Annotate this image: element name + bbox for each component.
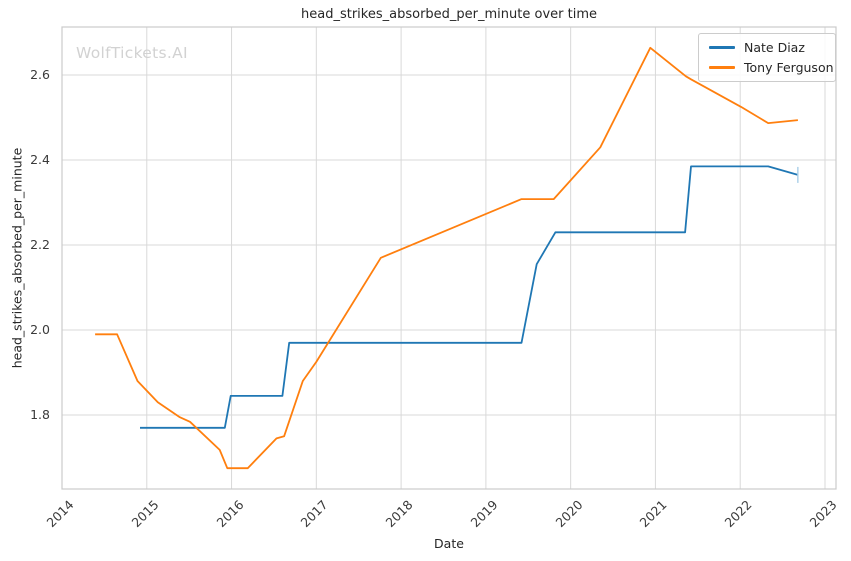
legend-item-nate-diaz: Nate Diaz — [707, 39, 827, 56]
chart-title: head_strikes_absorbed_per_minute over ti… — [301, 7, 597, 22]
y-tick-label: 2.6 — [30, 67, 50, 83]
nate-diaz-line — [140, 165, 799, 429]
y-tick-label: 2.2 — [30, 237, 50, 253]
tony-ferguson-line — [95, 46, 798, 470]
legend-line-swatch-blue — [709, 46, 735, 49]
y-tick-label: 2.4 — [30, 152, 50, 168]
legend: Nate Diaz Tony Ferguson — [698, 33, 836, 82]
watermark: WolfTickets.AI — [76, 44, 188, 62]
y-tick-label: 2.0 — [30, 322, 50, 338]
legend-item-tony-ferguson: Tony Ferguson — [707, 59, 834, 76]
legend-label: Nate Diaz — [744, 40, 805, 55]
legend-line-swatch-orange — [709, 66, 735, 69]
legend-label: Tony Ferguson — [744, 60, 834, 75]
y-tick-label: 1.8 — [30, 407, 50, 423]
plot-border — [61, 26, 837, 490]
x-axis-label: Date — [434, 536, 464, 551]
